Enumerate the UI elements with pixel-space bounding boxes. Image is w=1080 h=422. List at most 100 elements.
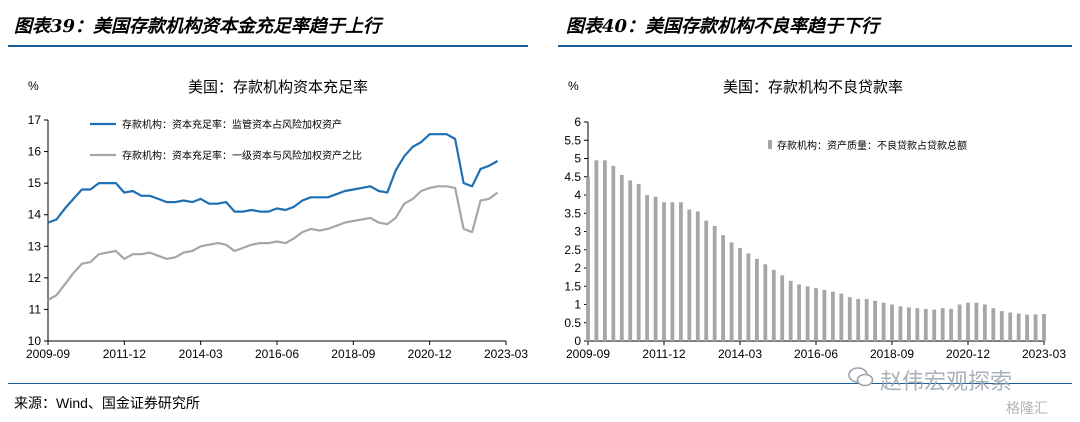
y-tick-label: 10 [28, 334, 42, 348]
y-tick-label: 5 [574, 152, 581, 166]
legend-label-1: 存款机构：资本充足率：监管资本占风险加权资产 [122, 118, 342, 131]
bar [788, 280, 793, 341]
x-tick-label: 2009-09 [566, 347, 610, 361]
bar [1025, 314, 1029, 341]
bar [695, 211, 700, 341]
bar [999, 311, 1004, 341]
watermark-text: 赵伟宏观探索 [840, 364, 1012, 396]
x-tick-label: 2020-12 [408, 347, 452, 361]
y-axis-unit-label: % [28, 79, 39, 93]
bar [983, 304, 987, 341]
y-tick-label: 3.5 [564, 206, 581, 220]
y-tick-label: 15 [28, 176, 42, 190]
bar [619, 174, 624, 341]
x-tick-label: 2020-12 [946, 347, 990, 361]
bar [679, 202, 683, 341]
x-tick-label: 2023-03 [484, 347, 528, 361]
bar [721, 235, 725, 341]
bar [873, 300, 877, 341]
bar [839, 293, 844, 341]
bar [949, 308, 953, 341]
bar [1016, 313, 1021, 341]
bar [670, 202, 675, 341]
right-title-rule [558, 45, 1072, 47]
y-tick-label: 14 [28, 208, 42, 222]
left-title-rule [8, 45, 528, 47]
y-tick-label: 3 [574, 225, 581, 239]
y-tick-label: 11 [29, 302, 42, 316]
bar [831, 291, 835, 341]
bar [636, 184, 641, 341]
left-figure-title: 图表39：美国存款机构资本金充足率趋于上行 [14, 16, 382, 37]
bar [653, 196, 658, 341]
bar [594, 160, 599, 341]
bar [915, 308, 920, 341]
y-tick-label: 16 [28, 145, 42, 159]
bar [923, 308, 928, 341]
bar [898, 306, 903, 341]
bar [864, 299, 869, 341]
bar [662, 202, 666, 341]
y-tick-label: 2 [574, 261, 581, 275]
x-tick-label: 2011-12 [642, 347, 685, 361]
bar [966, 302, 970, 341]
x-tick-label: 2014-03 [718, 347, 762, 361]
bar [738, 247, 742, 341]
y-tick-label: 6 [574, 115, 581, 129]
x-tick-label: 2009-09 [26, 347, 70, 361]
bar [780, 275, 785, 341]
x-tick-label: 2016-06 [794, 347, 838, 361]
bar [797, 284, 801, 341]
watermark-secondary: 格隆汇 [1006, 401, 1048, 417]
x-tick-label: 2016-06 [255, 347, 299, 361]
bar [890, 304, 894, 341]
bar [822, 289, 827, 341]
bar [746, 253, 751, 341]
right-figure-title: 图表40：美国存款机构不良率趋于下行 [566, 16, 880, 37]
bar [881, 302, 886, 341]
legend-label: 存款机构：资产质量：不良贷款占贷款总额 [777, 139, 967, 152]
bar [645, 195, 649, 341]
y-tick-label: 0 [574, 334, 581, 348]
y-axis-unit-label: % [568, 79, 579, 93]
bar [991, 308, 996, 341]
chart-title: 美国：存款机构资本充足率 [188, 78, 368, 96]
bar [1042, 314, 1046, 341]
legend-swatch [768, 140, 772, 149]
y-tick-label: 5.5 [564, 133, 581, 147]
bar [586, 176, 590, 342]
bar [1008, 312, 1013, 341]
y-tick-label: 12 [28, 271, 42, 285]
bar [603, 160, 607, 341]
y-tick-label: 13 [28, 239, 42, 253]
bar [847, 297, 852, 341]
x-tick-label: 2011-12 [103, 347, 146, 361]
y-tick-label: 17 [28, 113, 42, 127]
bar [940, 308, 945, 341]
series-line-1 [47, 133, 499, 224]
source-note: 来源：Wind、国金证券研究所 [14, 395, 200, 411]
y-tick-label: 4.5 [564, 170, 581, 184]
x-tick-label: 2018-09 [870, 347, 914, 361]
bar [771, 269, 776, 341]
bar [628, 180, 633, 341]
bar [805, 286, 810, 342]
footer-rule [8, 383, 1072, 384]
bar [974, 302, 979, 341]
bar [1033, 314, 1038, 341]
bar [856, 299, 861, 341]
wechat-icon [848, 367, 874, 387]
y-tick-label: 1.5 [564, 279, 581, 293]
bar [907, 307, 911, 341]
bar [763, 264, 768, 341]
chart-title: 美国：存款机构不良贷款率 [723, 78, 903, 96]
y-tick-label: 1 [574, 298, 581, 312]
x-tick-label: 2018-09 [331, 347, 375, 361]
bar [704, 220, 709, 341]
bar [712, 226, 717, 341]
watermark-label: 赵伟宏观探索 [880, 370, 1013, 395]
bar [729, 242, 734, 341]
bar [932, 309, 937, 341]
x-tick-label: 2014-03 [179, 347, 223, 361]
x-tick-label: 2023-03 [1022, 347, 1066, 361]
